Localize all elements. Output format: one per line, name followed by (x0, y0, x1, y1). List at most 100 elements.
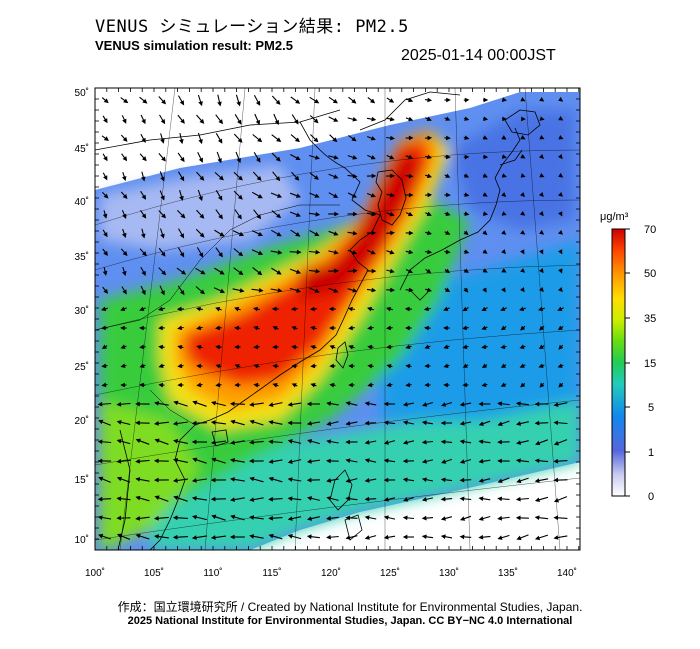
wind-arrowhead (364, 496, 370, 502)
wind-arrowhead (553, 477, 559, 483)
lon-tick-label: 115˚ (262, 567, 281, 579)
wind-arrowhead (345, 421, 351, 426)
forecast-timestamp: 2025-01-14 00:00JST (401, 47, 556, 64)
wind-arrowhead (402, 440, 408, 445)
wind-arrowhead (287, 533, 293, 539)
wind-arrowhead (534, 401, 540, 407)
wind-arrowhead (257, 250, 264, 256)
wind-arrowhead (191, 535, 197, 540)
wind-arrowhead (120, 325, 125, 331)
wind-arrowhead (135, 533, 141, 539)
wind-arrowhead (272, 383, 278, 388)
wind-arrowhead (464, 154, 470, 160)
wind-arrowhead (426, 211, 432, 217)
wind-arrowhead (234, 344, 239, 350)
wind-arrowhead (160, 176, 165, 182)
wind-arrowhead (103, 175, 108, 181)
wind-arrowhead (558, 172, 564, 178)
wind-arrowhead (176, 306, 182, 312)
wind-arrowhead (501, 154, 507, 159)
wind-arrowhead (218, 214, 223, 220)
wind-arrowhead (520, 230, 526, 235)
wind-arrowhead (238, 251, 244, 257)
wind-arrowhead (405, 325, 410, 331)
wind-arrowhead (229, 401, 235, 407)
wind-arrowhead (101, 306, 107, 312)
wind-arrowhead (408, 97, 414, 103)
wind-arrowhead (369, 98, 376, 104)
wind-arrowhead (249, 439, 254, 445)
wind-arrowhead (295, 99, 301, 104)
wind-arrowhead (181, 270, 187, 275)
wind-arrowhead (482, 287, 487, 293)
wind-arrowhead (153, 421, 159, 426)
wind-arrowhead (520, 287, 525, 293)
wind-arrowhead (199, 213, 205, 219)
copyright-line: 2025 National Institute for Environmenta… (127, 615, 573, 627)
wind-arrowhead (478, 421, 484, 426)
wind-arrowhead (210, 477, 216, 483)
lon-tick-label: 105˚ (144, 567, 164, 579)
wind-arrowhead (122, 194, 128, 200)
wind-vectors (97, 94, 568, 541)
wind-arrowhead (135, 458, 141, 464)
wind-arrowhead (332, 98, 338, 104)
wind-arrowhead (459, 459, 466, 464)
wind-arrowhead (307, 439, 313, 444)
wind-arrowhead (268, 439, 274, 445)
wind-arrowhead (333, 231, 339, 236)
wind-arrowhead (272, 326, 278, 331)
wind-arrowhead (253, 382, 259, 388)
wind-arrowhead (389, 192, 395, 198)
wind-arrowhead (389, 211, 395, 217)
wind-arrowhead (210, 400, 217, 406)
wind-arrowhead (408, 230, 414, 236)
wind-arrowhead (120, 363, 126, 369)
wind-arrowhead (230, 457, 235, 463)
wind-arrowhead (198, 138, 203, 145)
wind-arrowhead (272, 344, 277, 350)
wind-arrowhead (464, 192, 470, 198)
wind-arrowhead (97, 401, 103, 407)
wind-arrowhead (558, 249, 563, 255)
lat-tick-label: 30˚ (75, 305, 89, 317)
wind-arrowhead (116, 438, 122, 444)
wind-arrowhead (445, 230, 451, 235)
wind-arrowhead (364, 535, 370, 540)
wind-arrowhead (402, 402, 408, 407)
wind-arrowhead (445, 173, 451, 178)
wind-arrowhead (345, 515, 351, 521)
wind-arrowhead (558, 211, 563, 217)
wind-arrowhead (497, 439, 502, 445)
wind-arrowhead (462, 325, 467, 331)
wind-arrowhead (538, 211, 544, 217)
concentration-field (95, 92, 580, 550)
wind-arrowhead (367, 325, 373, 331)
wind-arrowhead (445, 211, 451, 216)
wind-arrowhead (446, 192, 451, 198)
wind-arrowhead (553, 535, 559, 540)
wind-arrowhead (424, 363, 429, 369)
wind-arrowhead (326, 478, 332, 483)
wind-arrowhead (535, 440, 541, 446)
wind-arrowhead (295, 212, 302, 217)
wind-arrowhead (441, 459, 447, 464)
wind-arrowhead (519, 344, 525, 349)
wind-arrowhead (352, 230, 358, 236)
wind-arrowhead (351, 193, 357, 198)
wind-arrowhead (160, 251, 166, 257)
lat-tick-label: 35˚ (75, 251, 89, 263)
wind-arrowhead (352, 268, 358, 274)
wind-arrowhead (482, 173, 488, 178)
wind-arrowhead (383, 497, 389, 502)
wind-arrowhead (407, 268, 413, 274)
wind-arrowhead (253, 325, 259, 331)
wind-arrowhead (534, 497, 540, 503)
wind-arrowhead (445, 135, 451, 141)
wind-arrowhead (97, 439, 103, 445)
wind-arrowhead (179, 290, 185, 296)
wind-arrowhead (408, 173, 414, 179)
wind-arrowhead (199, 118, 205, 124)
wind-arrowhead (334, 211, 340, 217)
wind-arrowhead (140, 176, 146, 182)
